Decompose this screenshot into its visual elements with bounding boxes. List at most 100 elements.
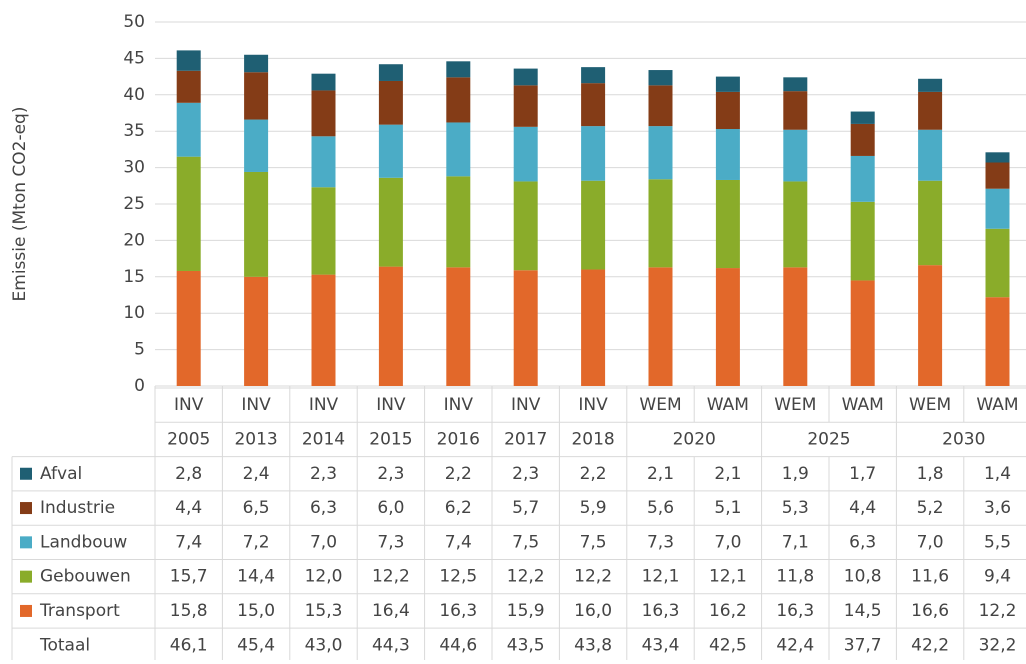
row-label: Gebouwen [40,567,131,587]
cell-value: 4,4 [849,498,876,518]
bar-segment [378,266,403,386]
cell-value: 11,6 [911,567,949,587]
bar-segment [985,152,1010,163]
group-label: 2005 [167,429,210,449]
group-label: 2018 [571,429,614,449]
cell-value: 15,9 [507,601,545,621]
cell-value: 2,3 [377,464,404,484]
cell-value: 1,9 [782,464,809,484]
bar-segment [918,180,943,266]
bar-segment [446,61,471,78]
bar-segment [581,67,606,84]
legend-swatch [20,536,32,549]
bar-segment [581,83,606,127]
bar-segment [648,85,673,127]
bar-segment [513,270,538,386]
cell-value: 5,6 [647,498,674,518]
cell-value: 6,0 [377,498,404,518]
cell-value: 15,7 [170,567,208,587]
cell-total: 44,3 [372,635,410,655]
cell-value: 1,4 [984,464,1011,484]
y-tick-label: 0 [134,376,145,396]
cell-value: 12,1 [642,567,680,587]
cell-value: 16,6 [911,601,949,621]
group-label: 2015 [369,429,412,449]
bar-segment [783,181,808,268]
cell-value: 2,4 [243,464,270,484]
cell-value: 12,2 [372,567,410,587]
bar-segment [783,91,808,130]
cell-value: 5,1 [714,498,741,518]
cell-value: 16,0 [574,601,612,621]
cell-value: 5,7 [512,498,539,518]
bar-segment [378,64,403,81]
bar-segment [918,129,943,181]
bar-segment [715,129,740,180]
cell-value: 14,5 [844,601,882,621]
legend-swatch [20,604,32,617]
y-tick-label: 25 [123,194,145,214]
cell-value: 6,3 [310,498,337,518]
cell-value: 2,2 [580,464,607,484]
cell-value: 12,5 [439,567,477,587]
bar-segment [985,162,1010,189]
cell-total: 42,5 [709,635,747,655]
category-label: WEM [639,395,681,415]
y-tick-label: 35 [123,121,145,141]
cell-value: 5,2 [917,498,944,518]
cell-value: 15,0 [237,601,275,621]
cell-value: 5,5 [984,532,1011,552]
cell-value: 4,4 [175,498,202,518]
bar-segment [783,267,808,386]
bar-segment [244,54,269,73]
cell-total: 43,5 [507,635,545,655]
cell-value: 6,2 [445,498,472,518]
cell-value: 7,1 [782,532,809,552]
category-label: INV [241,395,271,415]
cell-value: 9,4 [984,567,1011,587]
cell-value: 3,6 [984,498,1011,518]
cell-total: 37,7 [844,635,882,655]
category-label: INV [511,395,541,415]
bar-segment [244,276,269,386]
cell-total: 42,2 [911,635,949,655]
cell-value: 12,2 [507,567,545,587]
bar-segment [715,91,740,130]
bar-segment [378,80,403,125]
cell-value: 11,8 [776,567,814,587]
category-label: WEM [774,395,816,415]
bar-segment [513,126,538,182]
bar-segment [985,228,1010,298]
bar-segment [581,126,606,181]
cell-value: 7,0 [917,532,944,552]
y-tick-label: 30 [123,158,145,178]
cell-value: 2,1 [714,464,741,484]
group-label: 2020 [673,429,716,449]
bar-segment [918,265,943,386]
cell-value: 2,8 [175,464,202,484]
cell-value: 1,8 [917,464,944,484]
category-label: INV [578,395,608,415]
bar-segment [850,280,875,386]
cell-value: 2,3 [310,464,337,484]
bar-segment [176,270,201,386]
cell-value: 16,3 [642,601,680,621]
cell-value: 15,8 [170,601,208,621]
cell-value: 5,3 [782,498,809,518]
legend-swatch [20,502,32,515]
cell-value: 15,3 [305,601,343,621]
cell-value: 2,2 [445,464,472,484]
category-label: WEM [909,395,951,415]
cell-value: 12,2 [574,567,612,587]
cell-total: 32,2 [979,635,1017,655]
bar-segment [311,187,336,275]
bar-segment [648,267,673,386]
cell-value: 5,9 [580,498,607,518]
category-label: INV [309,395,339,415]
bar-segment [176,102,201,157]
bar-segment [850,123,875,156]
cell-value: 7,0 [714,532,741,552]
row-label: Landbouw [40,532,127,552]
bar-segment [244,72,269,120]
